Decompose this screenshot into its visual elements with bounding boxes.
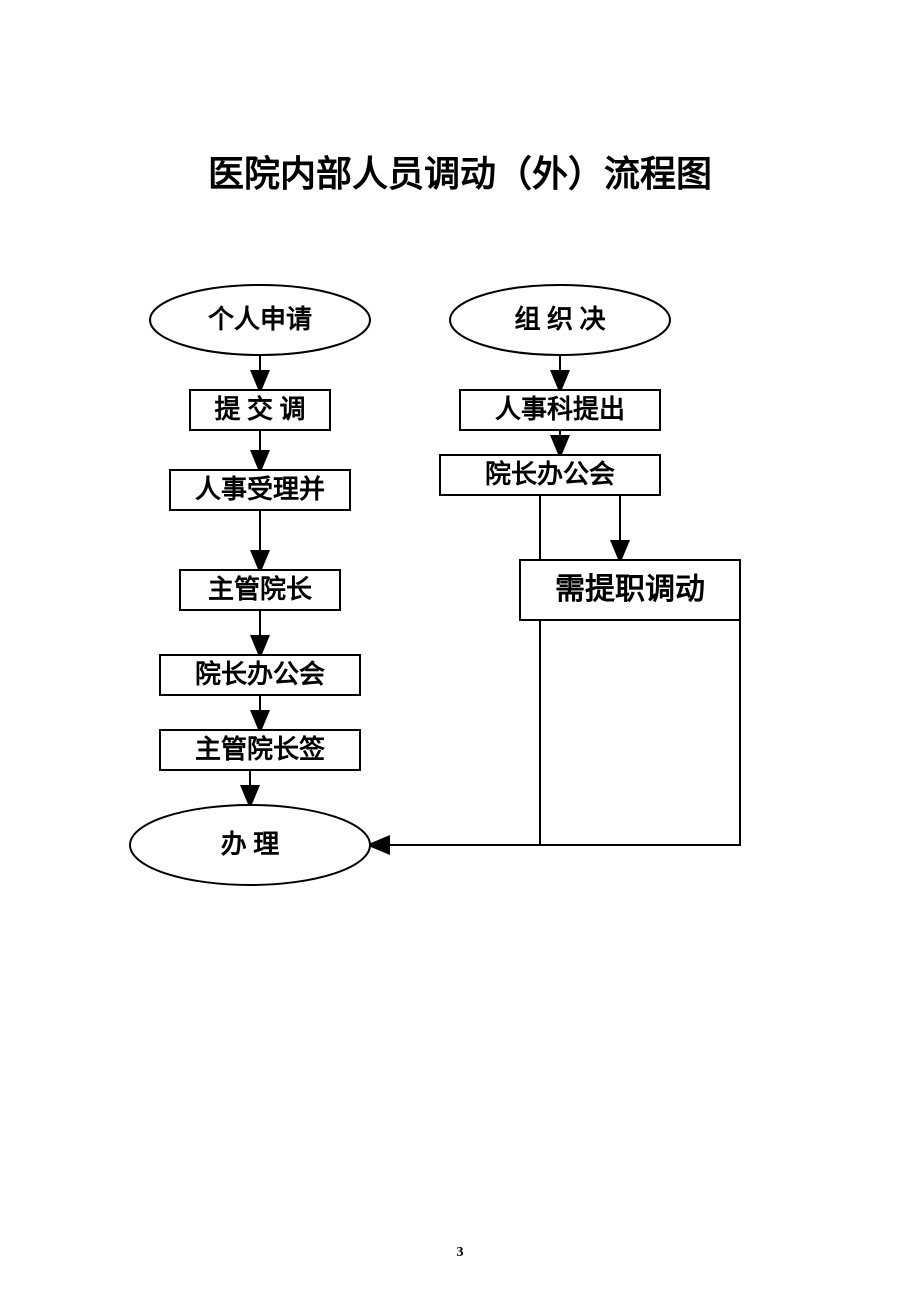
- node-label-n1: 个人申请: [208, 305, 312, 334]
- connector-1: [370, 610, 740, 845]
- flowchart-canvas: 个人申请提 交 调人事受理并主管院长院长办公会主管院长签办 理组 织 决人事科提…: [0, 0, 920, 1301]
- node-label-n3: 人事受理并: [195, 474, 325, 504]
- node-label-n8: 组 织 决: [514, 304, 605, 334]
- node-label-n11: 需提职调动: [555, 573, 705, 606]
- node-label-n10: 院长办公会: [485, 459, 615, 489]
- node-label-n7: 办 理: [221, 830, 280, 859]
- node-label-n4: 主管院长: [208, 574, 313, 604]
- node-label-n9: 人事科提出: [495, 395, 625, 424]
- node-label-n2: 提 交 调: [214, 394, 305, 424]
- connector-0: [370, 495, 540, 845]
- node-label-n6: 主管院长签: [195, 734, 326, 764]
- page-number: 3: [0, 1245, 920, 1261]
- node-label-n5: 院长办公会: [195, 659, 325, 689]
